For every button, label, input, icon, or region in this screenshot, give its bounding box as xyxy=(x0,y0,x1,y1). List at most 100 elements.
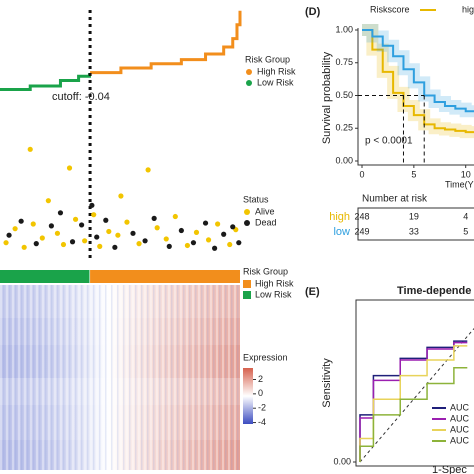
legend-title: Riskscore xyxy=(370,4,410,14)
status-point xyxy=(136,241,142,247)
x-tick-label: 5 xyxy=(411,169,416,179)
risk-curve xyxy=(90,10,242,75)
status-point xyxy=(27,146,33,152)
table-cell: 4 xyxy=(463,211,468,221)
status-point xyxy=(106,228,112,235)
y-tick-label: 0.50 xyxy=(335,90,353,100)
legend-title: Status xyxy=(243,194,269,204)
status-point xyxy=(178,227,184,234)
x-tick-label: 0 xyxy=(359,169,364,179)
legend-label: Low Risk xyxy=(255,289,292,299)
cutoff-label: cutoff: -0.04 xyxy=(52,91,110,103)
status-point xyxy=(60,241,67,248)
status-point xyxy=(184,242,191,249)
survival-curve xyxy=(362,29,474,134)
status-point xyxy=(205,237,212,243)
diagonal xyxy=(359,328,474,463)
y-axis-label: Survival probability xyxy=(321,51,333,144)
legend-swatch xyxy=(243,291,251,299)
table-cell: 248 xyxy=(354,211,369,221)
survival-curve xyxy=(362,29,474,113)
risk-curve xyxy=(0,73,91,92)
status-point xyxy=(202,220,209,226)
status-point xyxy=(154,225,160,231)
roc-curve xyxy=(359,367,468,462)
status-point xyxy=(163,236,169,242)
panel-label: (D) xyxy=(305,6,321,18)
status-point xyxy=(3,240,9,246)
status-point xyxy=(172,213,178,220)
status-point xyxy=(69,239,76,245)
status-point xyxy=(212,245,218,251)
x-axis-label: Time(Y xyxy=(445,179,474,189)
legend-label: High Risk xyxy=(257,66,296,76)
status-point xyxy=(6,232,12,238)
status-point xyxy=(79,222,85,228)
status-point xyxy=(142,238,148,244)
colorbar-tick-label: 0 xyxy=(258,388,263,398)
legend-swatch xyxy=(243,280,251,288)
table-title: Number at risk xyxy=(362,194,428,205)
status-point xyxy=(30,221,36,227)
status-point xyxy=(91,212,97,218)
y-tick-label: 1.00 xyxy=(335,24,353,34)
colorbar-tick-label: 2 xyxy=(258,374,263,384)
table-cell: 19 xyxy=(409,211,419,221)
axes xyxy=(357,28,474,166)
legend-title: Risk Group xyxy=(245,54,290,64)
legend-label: AUC xyxy=(450,413,470,423)
status-point xyxy=(193,229,200,235)
status-point xyxy=(151,215,157,221)
chart-title: Time-depende xyxy=(397,285,471,297)
status-point xyxy=(54,230,61,236)
status-point xyxy=(94,234,100,240)
x-tick-label: 10 xyxy=(461,169,471,179)
heatmap-texture xyxy=(0,285,240,470)
status-point xyxy=(190,240,197,246)
y-axis-label: Sensitivity xyxy=(321,358,333,408)
risk-group-bar xyxy=(0,270,90,283)
legend-label: AUC xyxy=(450,424,470,434)
status-point xyxy=(12,226,18,232)
plot-area xyxy=(358,24,474,165)
status-point xyxy=(145,167,151,173)
status-point xyxy=(130,230,136,236)
x-axis-label: 1-Spec xyxy=(432,464,467,474)
status-point xyxy=(115,232,121,238)
status-point xyxy=(227,241,233,248)
status-point xyxy=(21,244,27,250)
legend-label: Dead xyxy=(255,217,277,227)
status-point xyxy=(82,238,88,244)
status-point xyxy=(48,223,54,229)
p-value: p < 0.0001 xyxy=(365,136,413,147)
table-row-label: high xyxy=(329,211,350,223)
legend-label: AUC xyxy=(450,435,470,445)
table-cell: 249 xyxy=(354,226,369,236)
colorbar-tick-label: -2 xyxy=(258,403,266,413)
y-tick-label: 0.00 xyxy=(333,456,351,466)
status-point xyxy=(221,231,227,237)
legend-title: Risk Group xyxy=(243,266,288,276)
status-point xyxy=(33,241,39,247)
status-point xyxy=(215,221,221,227)
legend-swatch xyxy=(244,220,250,226)
status-point xyxy=(112,244,118,250)
status-point xyxy=(124,219,130,225)
status-point xyxy=(57,210,64,216)
legend-label: Low Risk xyxy=(257,77,294,87)
risk-group-bar xyxy=(90,270,241,283)
table-row-label: low xyxy=(333,226,350,238)
status-point xyxy=(18,218,24,224)
status-point xyxy=(72,216,79,222)
legend-label: Alive xyxy=(255,206,275,216)
legend-label: High Risk xyxy=(255,278,294,288)
plot-frame xyxy=(355,299,474,467)
status-point xyxy=(118,193,124,199)
y-tick-label: 0.00 xyxy=(335,155,353,165)
panel-label: (E) xyxy=(305,286,320,298)
status-point xyxy=(230,224,236,230)
status-point xyxy=(89,202,95,208)
colorbar xyxy=(243,368,253,424)
status-point xyxy=(236,240,242,246)
